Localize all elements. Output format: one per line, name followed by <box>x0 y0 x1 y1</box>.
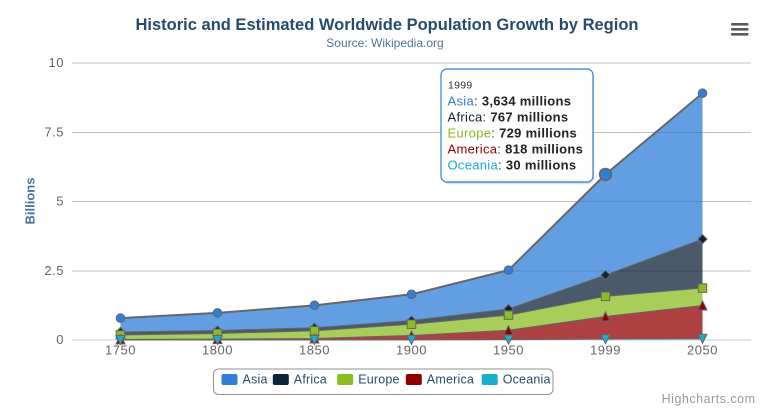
svg-text:1999: 1999 <box>448 80 473 92</box>
svg-text:1900: 1900 <box>396 343 427 358</box>
svg-text:Historic and Estimated Worldwi: Historic and Estimated Worldwide Populat… <box>136 16 639 34</box>
svg-text:1800: 1800 <box>202 343 233 358</box>
svg-text:1750: 1750 <box>105 343 136 358</box>
svg-text:America: America <box>427 373 474 387</box>
svg-text:Asia: 3,634 millions: Asia: 3,634 millions <box>448 94 572 109</box>
svg-text:America: 818 millions: America: 818 millions <box>448 142 584 157</box>
svg-text:Europe: Europe <box>358 373 400 387</box>
svg-text:7.5: 7.5 <box>44 124 64 139</box>
svg-text:1999: 1999 <box>590 343 621 358</box>
svg-text:0: 0 <box>56 332 64 347</box>
svg-text:Source: Wikipedia.org: Source: Wikipedia.org <box>326 36 443 50</box>
svg-text:Asia: Asia <box>243 373 268 387</box>
svg-text:5: 5 <box>56 194 64 209</box>
svg-text:Oceania: 30 millions: Oceania: 30 millions <box>448 158 577 173</box>
svg-text:Oceania: Oceania <box>503 373 551 387</box>
svg-text:Highcharts.com: Highcharts.com <box>662 392 756 406</box>
svg-text:2050: 2050 <box>687 343 718 358</box>
svg-text:1950: 1950 <box>493 343 524 358</box>
svg-text:2.5: 2.5 <box>44 263 64 278</box>
svg-text:Africa: 767 millions: Africa: 767 millions <box>448 110 569 125</box>
svg-text:1850: 1850 <box>299 343 330 358</box>
svg-text:Europe: 729 millions: Europe: 729 millions <box>448 126 578 141</box>
svg-text:Billions: Billions <box>23 178 38 225</box>
svg-text:10: 10 <box>49 55 64 70</box>
svg-text:Africa: Africa <box>294 373 327 387</box>
